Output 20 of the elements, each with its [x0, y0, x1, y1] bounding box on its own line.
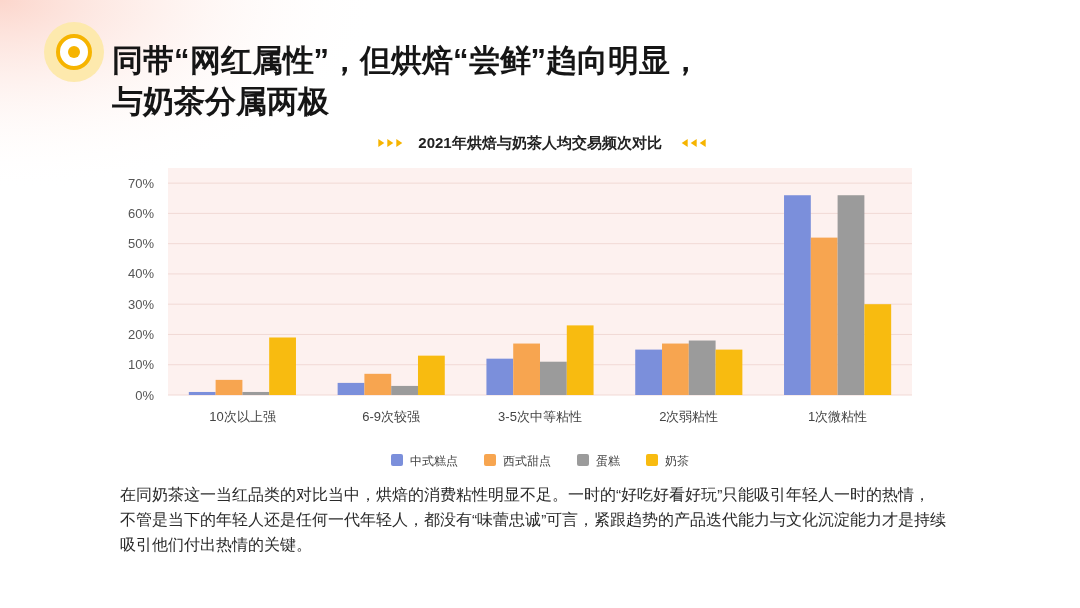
- y-tick-label: 60%: [127, 205, 155, 221]
- y-tick-label: 10%: [127, 357, 155, 373]
- legend-label: 奶茶: [665, 453, 689, 468]
- x-tick-label: 10次以上强: [209, 409, 276, 424]
- y-tick-label: 20%: [127, 326, 155, 342]
- y-tick-label: 40%: [127, 266, 155, 282]
- x-tick-label: 3-5次中等粘性: [498, 409, 582, 424]
- chart-subtitle: 2021年烘焙与奶茶人均交易频次对比: [418, 134, 662, 151]
- legend-label: 中式糕点: [410, 453, 458, 468]
- y-tick-label: 30%: [127, 296, 155, 312]
- y-tick-label: 70%: [127, 175, 155, 191]
- legend-label: 蛋糕: [596, 453, 620, 468]
- y-tick-label: 50%: [127, 236, 155, 252]
- x-tick-label: 2次弱粘性: [659, 409, 719, 424]
- text: 在同奶茶这一当红品类的对比当中，烘焙的消费粘性明显不足。一时的“好吃好看好玩”只能吸引年轻人一时的热情，不管是当下的年轻人还是任何一代年轻人，都没有“味蕾忠诚”可言，紧跟趋势的产品迭代能力与文化沉淀能力才是持续吸引他们付出热情的关键。: [120, 486, 947, 553]
- legend-label: 西式甜点: [503, 453, 551, 468]
- chart-title: 同带“网红属性”，但烘焙“尝鲜”趋向明显，与奶茶分属两极: [111, 43, 701, 119]
- x-tick-label: 6-9次较强: [362, 409, 421, 424]
- x-tick-label: 1次微粘性: [807, 409, 868, 424]
- y-tick-label: 0%: [135, 387, 155, 403]
